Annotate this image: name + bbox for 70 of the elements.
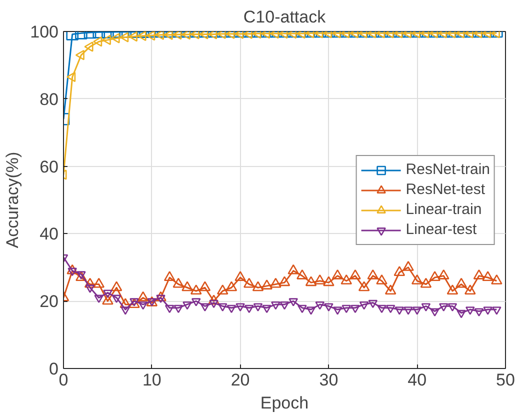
point	[112, 294, 122, 303]
point	[226, 304, 236, 314]
point	[438, 303, 448, 312]
point	[324, 303, 334, 312]
y-tick-label: 60	[40, 157, 59, 176]
point	[280, 302, 290, 310]
point	[120, 306, 130, 315]
point	[288, 298, 298, 306]
point	[483, 306, 492, 315]
point	[174, 304, 184, 314]
legend-label: Linear-train	[406, 200, 482, 218]
point	[368, 300, 378, 308]
point	[236, 303, 245, 312]
point	[156, 294, 166, 303]
x-tick-label: 20	[230, 370, 250, 390]
point	[181, 32, 191, 40]
point	[85, 284, 95, 293]
point	[94, 294, 104, 303]
x-tick-label: 10	[142, 370, 162, 390]
point	[200, 303, 210, 312]
point	[377, 304, 386, 314]
point	[430, 308, 440, 316]
point	[298, 304, 307, 314]
x-tick-label: 50	[496, 370, 515, 390]
y-tick-label: 100	[30, 22, 59, 42]
point	[253, 303, 263, 312]
point	[244, 304, 254, 314]
point	[208, 32, 218, 40]
x-tick-label: 30	[319, 370, 338, 390]
point	[332, 306, 342, 315]
point	[154, 32, 164, 40]
point	[138, 302, 148, 310]
y-tick-label: 40	[40, 224, 59, 244]
legend-label: Linear-test	[406, 220, 477, 238]
point	[386, 304, 396, 314]
point	[68, 268, 77, 276]
y-tick-label: 80	[40, 90, 59, 109]
point	[350, 304, 360, 314]
point	[315, 302, 325, 310]
point	[172, 32, 182, 40]
point	[209, 300, 218, 308]
point	[164, 304, 174, 314]
y-axis-title: Accuracy(%)	[3, 152, 22, 248]
point	[199, 32, 208, 40]
point	[190, 32, 200, 40]
point	[448, 303, 458, 312]
point	[394, 306, 404, 315]
point	[421, 303, 431, 312]
point	[306, 306, 316, 315]
point	[218, 303, 228, 312]
point	[262, 304, 272, 314]
point	[191, 298, 201, 306]
point	[412, 306, 422, 315]
point	[465, 306, 475, 315]
legend-label: ResNet-test	[406, 180, 485, 198]
legend-label: ResNet-train	[406, 160, 490, 178]
point	[404, 306, 413, 315]
point	[103, 290, 112, 298]
y-tick-label: 20	[40, 292, 59, 312]
point	[271, 302, 280, 310]
chart-title: C10-attack	[243, 8, 326, 26]
x-axis-title: Epoch	[260, 394, 309, 412]
point	[164, 32, 173, 40]
point	[456, 310, 466, 318]
point	[359, 302, 369, 310]
point	[474, 308, 484, 316]
point	[492, 306, 502, 315]
point	[342, 304, 352, 314]
x-tick-label: 40	[408, 370, 427, 390]
point	[182, 302, 192, 310]
